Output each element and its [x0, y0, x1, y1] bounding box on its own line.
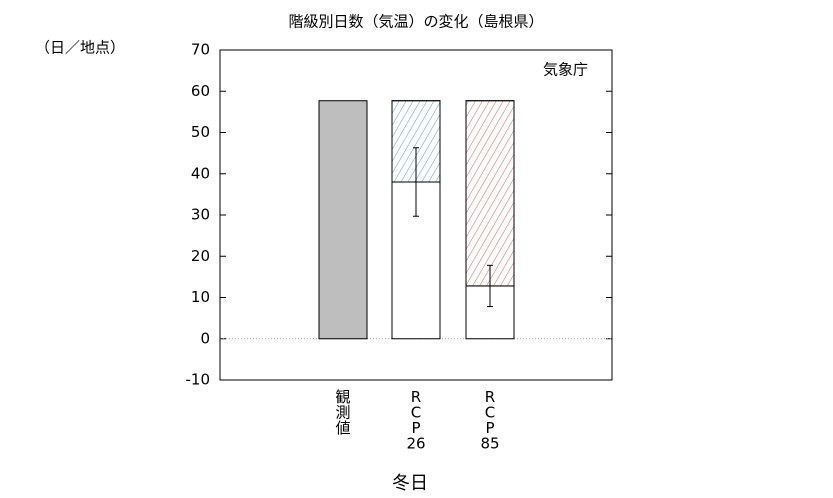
y-tick-label: -10: [186, 371, 211, 389]
y-tick-label: 0: [200, 329, 210, 347]
x-tick-label: 観測値: [335, 388, 350, 437]
chart-title: 階級別日数（気温）の変化（島根県）: [288, 13, 543, 31]
y-tick-label: 60: [191, 82, 210, 100]
x-axis-label: 冬日: [392, 473, 428, 494]
plot-frame: [219, 49, 613, 381]
y-tick-label: 20: [191, 247, 210, 265]
x-tick-label: R C P 26: [406, 388, 425, 453]
annotation: 気象庁: [543, 61, 588, 79]
x-tick-label: R C P 85: [480, 388, 499, 453]
y-axis-label: （日／地点）: [35, 39, 125, 57]
y-tick-label: 10: [191, 288, 210, 306]
y-tick-label: 30: [191, 206, 210, 224]
y-tick-label: 50: [191, 123, 210, 141]
y-tick-label: 70: [191, 41, 210, 59]
y-tick-label: 40: [191, 164, 210, 182]
bar: [318, 100, 368, 340]
decrease-hatch: [465, 100, 515, 287]
